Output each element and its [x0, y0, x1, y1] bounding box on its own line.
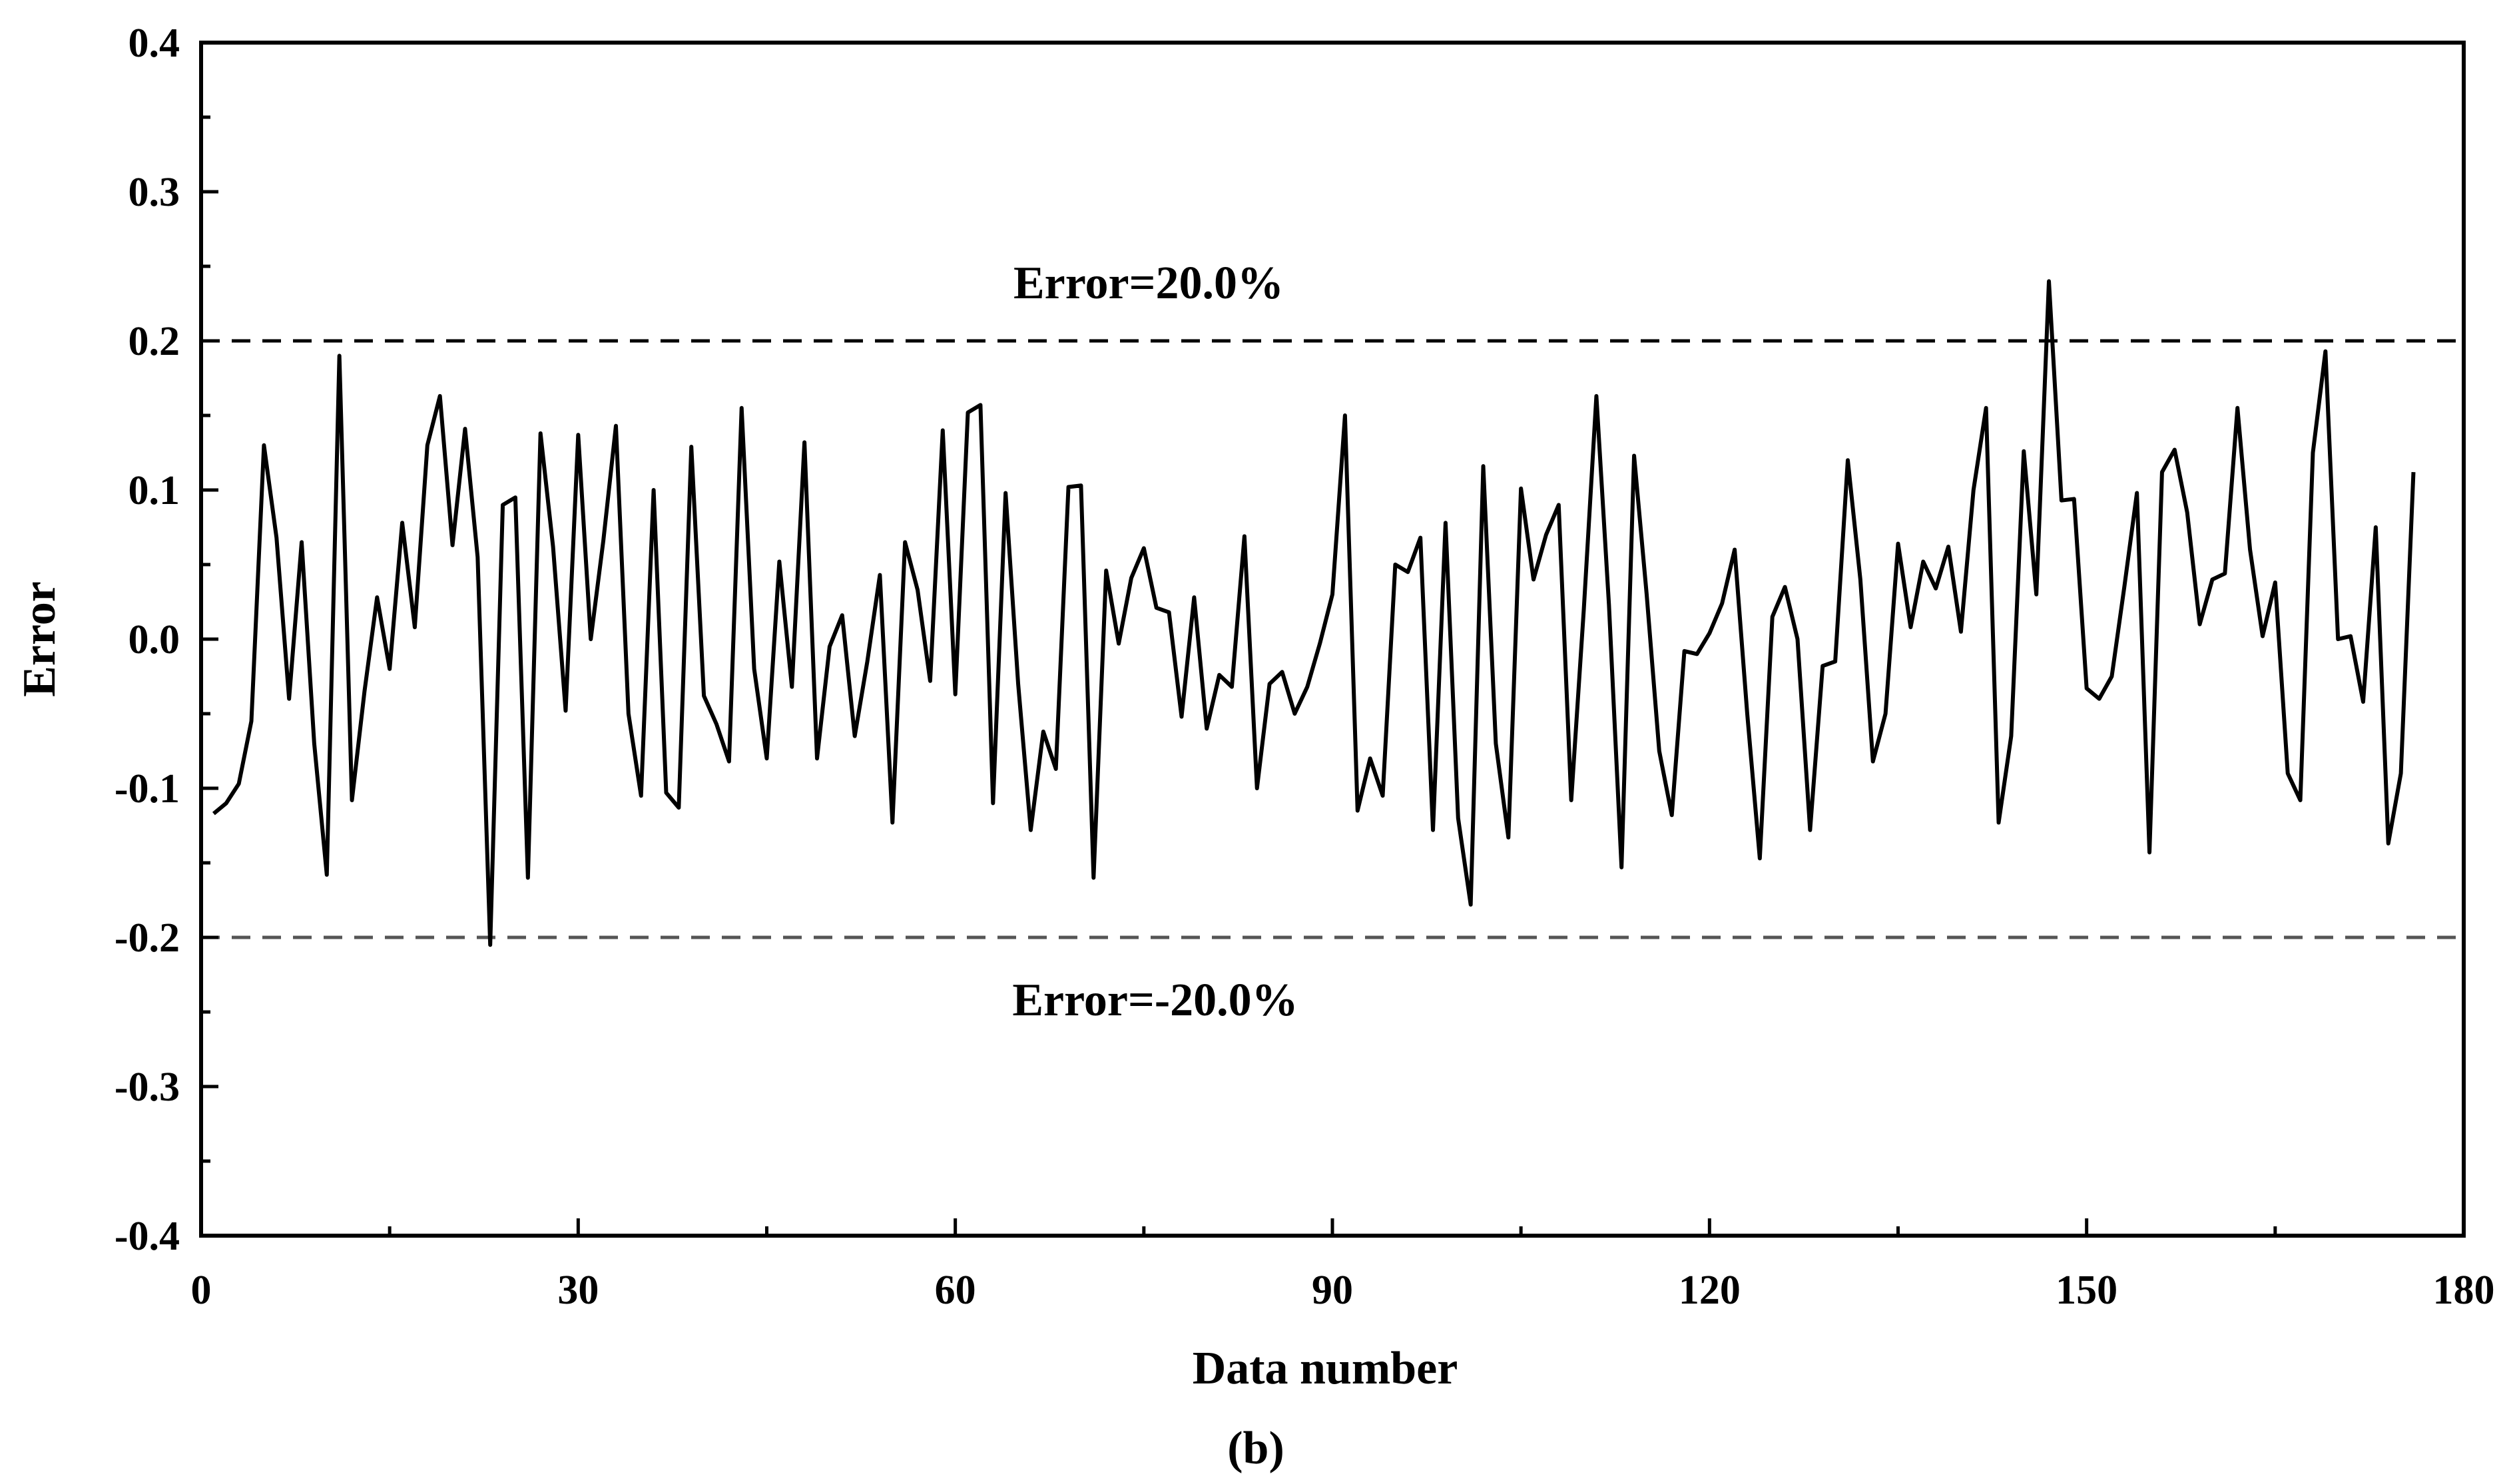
- x-tick-label: 60: [935, 1268, 976, 1313]
- x-tick-label: 120: [1679, 1268, 1741, 1313]
- y-tick-label: 0.4: [129, 21, 180, 66]
- panel-label: (b): [1227, 1423, 1284, 1474]
- x-tick-label: 30: [557, 1268, 599, 1313]
- y-tick-label: 0.0: [129, 617, 180, 662]
- lower-bound-label: Error=-20.0%: [1012, 975, 1298, 1026]
- x-tick-labels: 0 30 60 90 120 150 180: [191, 1268, 2495, 1313]
- x-tick-label: 150: [2056, 1268, 2117, 1313]
- plot-frame: [199, 41, 2466, 1238]
- reference-lines: [201, 339, 2464, 939]
- y-tick-label: -0.1: [115, 766, 180, 812]
- y-tick-label: -0.2: [115, 915, 180, 961]
- series-line: [212, 279, 2416, 947]
- upper-bound-label: Error=20.0%: [1013, 258, 1284, 309]
- y-tick-labels: -0.4 -0.3 -0.2 -0.1 0.0 0.1 0.2 0.3 0.4: [115, 21, 180, 1259]
- y-tick-label: -0.3: [115, 1065, 180, 1110]
- x-tick-label: 0: [191, 1268, 212, 1313]
- y-tick-label: -0.4: [115, 1214, 180, 1259]
- y-tick-label: 0.2: [129, 319, 180, 364]
- x-tick-label: 90: [1312, 1268, 1353, 1313]
- y-tick-label: 0.1: [129, 468, 180, 513]
- y-tick-label: 0.3: [129, 170, 180, 215]
- x-tick-label: 180: [2433, 1268, 2495, 1313]
- y-axis-title: Error: [14, 581, 65, 697]
- x-axis-title: Data number: [1193, 1343, 1458, 1394]
